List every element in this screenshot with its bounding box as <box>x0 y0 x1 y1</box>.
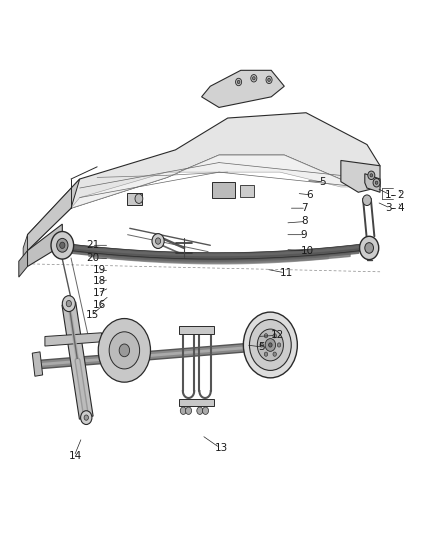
Text: 12: 12 <box>270 330 284 341</box>
Circle shape <box>119 344 130 357</box>
Polygon shape <box>23 235 28 264</box>
Circle shape <box>155 238 161 244</box>
Circle shape <box>266 76 272 84</box>
Circle shape <box>370 174 373 177</box>
Polygon shape <box>365 174 380 192</box>
Circle shape <box>253 77 255 80</box>
Circle shape <box>109 332 140 369</box>
Circle shape <box>375 181 378 184</box>
Circle shape <box>363 195 371 206</box>
Text: 6: 6 <box>306 190 313 200</box>
Text: 7: 7 <box>301 203 307 213</box>
Text: 2: 2 <box>397 190 404 200</box>
Circle shape <box>260 343 263 347</box>
Text: 3: 3 <box>385 203 392 213</box>
Polygon shape <box>28 113 380 251</box>
Text: 18: 18 <box>93 276 106 286</box>
Circle shape <box>360 236 379 260</box>
Text: 4: 4 <box>397 203 404 213</box>
Circle shape <box>202 407 208 415</box>
Circle shape <box>62 296 75 312</box>
Circle shape <box>60 242 65 248</box>
Circle shape <box>264 334 268 338</box>
Polygon shape <box>45 333 102 346</box>
Circle shape <box>265 338 276 351</box>
Text: 9: 9 <box>301 230 307 240</box>
Circle shape <box>268 78 270 82</box>
Text: 5: 5 <box>258 342 265 352</box>
Circle shape <box>273 334 276 338</box>
Circle shape <box>98 319 151 382</box>
Circle shape <box>373 179 380 187</box>
Text: -: - <box>390 190 394 200</box>
Text: 1: 1 <box>385 190 392 200</box>
Text: 21: 21 <box>86 240 99 251</box>
Polygon shape <box>28 224 62 266</box>
Circle shape <box>257 329 283 361</box>
Text: 8: 8 <box>301 216 307 227</box>
Circle shape <box>268 343 272 347</box>
Circle shape <box>180 407 186 415</box>
Circle shape <box>51 231 74 259</box>
Polygon shape <box>341 160 380 192</box>
Polygon shape <box>19 251 28 277</box>
Text: 15: 15 <box>86 310 99 320</box>
Circle shape <box>185 407 191 415</box>
Circle shape <box>250 319 291 370</box>
Circle shape <box>57 238 68 252</box>
Bar <box>179 399 214 407</box>
Circle shape <box>277 343 281 347</box>
Circle shape <box>365 243 374 253</box>
Polygon shape <box>62 302 93 419</box>
Circle shape <box>368 171 375 180</box>
Circle shape <box>84 415 88 420</box>
Bar <box>127 193 142 205</box>
Text: 11: 11 <box>280 268 293 278</box>
Text: 19: 19 <box>93 265 106 274</box>
Bar <box>240 185 254 197</box>
Polygon shape <box>28 179 80 251</box>
Circle shape <box>236 78 242 86</box>
Circle shape <box>273 352 276 356</box>
Bar <box>179 326 214 334</box>
Text: 5: 5 <box>319 176 326 187</box>
Text: 16: 16 <box>93 300 106 310</box>
Circle shape <box>66 301 71 307</box>
Text: -: - <box>390 203 394 213</box>
Bar <box>212 182 235 198</box>
Circle shape <box>135 194 143 204</box>
Circle shape <box>152 233 164 248</box>
Circle shape <box>264 352 268 356</box>
Polygon shape <box>201 70 284 108</box>
Polygon shape <box>71 155 358 208</box>
Text: 17: 17 <box>93 288 106 298</box>
Circle shape <box>244 312 297 378</box>
Circle shape <box>237 80 240 84</box>
Circle shape <box>197 407 203 415</box>
Text: 14: 14 <box>69 451 82 462</box>
Text: 13: 13 <box>215 443 228 453</box>
Circle shape <box>251 75 257 82</box>
Text: 20: 20 <box>86 253 99 263</box>
Bar <box>32 352 42 376</box>
Circle shape <box>81 411 92 424</box>
Text: 10: 10 <box>301 246 314 256</box>
